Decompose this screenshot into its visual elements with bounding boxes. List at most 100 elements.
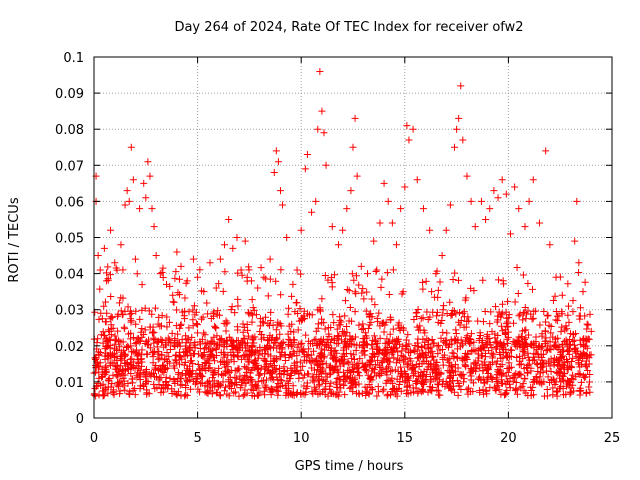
data-point	[158, 337, 166, 345]
data-point	[335, 388, 343, 396]
data-point	[220, 340, 228, 348]
data-point	[419, 205, 427, 213]
data-point	[185, 324, 193, 332]
data-point	[152, 373, 160, 381]
data-point	[174, 330, 182, 338]
data-point	[216, 255, 224, 263]
data-point	[502, 190, 510, 198]
data-point	[535, 342, 543, 350]
data-point	[360, 295, 368, 303]
data-point	[119, 311, 127, 319]
data-point	[428, 387, 436, 395]
data-point	[129, 333, 137, 341]
data-point	[477, 197, 485, 205]
data-point	[198, 372, 206, 380]
data-point	[166, 282, 174, 290]
data-point	[132, 320, 140, 328]
data-point	[547, 367, 555, 375]
data-point	[261, 363, 269, 371]
data-point	[152, 362, 160, 370]
data-point	[359, 320, 367, 328]
data-point	[293, 343, 301, 351]
data-point	[489, 350, 497, 358]
data-point	[530, 307, 538, 315]
data-point	[312, 327, 320, 335]
data-point	[477, 352, 485, 360]
data-point	[341, 312, 349, 320]
data-point	[437, 370, 445, 378]
data-point	[420, 381, 428, 389]
data-point	[248, 366, 256, 374]
data-point	[542, 347, 550, 355]
data-point	[201, 340, 209, 348]
data-point	[333, 325, 341, 333]
data-point	[231, 309, 239, 317]
data-point	[181, 348, 189, 356]
data-point	[115, 382, 123, 390]
data-point	[211, 322, 219, 330]
data-point	[289, 391, 297, 399]
data-point	[250, 392, 258, 400]
data-point	[171, 274, 179, 282]
data-point	[371, 336, 379, 344]
data-point	[378, 275, 386, 283]
data-point	[134, 335, 142, 343]
data-point	[371, 301, 379, 309]
data-point	[192, 320, 200, 328]
data-point	[194, 321, 202, 329]
data-point	[168, 329, 176, 337]
data-point	[434, 350, 442, 358]
data-point	[394, 355, 402, 363]
data-point	[522, 326, 530, 334]
data-point	[542, 318, 550, 326]
data-point	[519, 271, 527, 279]
data-point	[404, 360, 412, 368]
data-point	[260, 319, 268, 327]
data-point	[291, 361, 299, 369]
data-point	[549, 333, 557, 341]
data-point	[112, 264, 120, 272]
data-point	[329, 311, 337, 319]
data-point	[299, 374, 307, 382]
data-point	[95, 315, 103, 323]
data-point	[401, 183, 409, 191]
data-point	[126, 335, 134, 343]
data-point	[511, 387, 519, 395]
data-point	[103, 309, 111, 317]
data-point	[198, 379, 206, 387]
data-point	[148, 205, 156, 213]
data-point	[109, 324, 117, 332]
data-point	[408, 366, 416, 374]
data-point	[495, 276, 503, 284]
data-point	[493, 357, 501, 365]
data-point	[170, 388, 178, 396]
data-point	[360, 334, 368, 342]
data-point	[290, 349, 298, 357]
data-point	[184, 336, 192, 344]
data-point	[418, 386, 426, 394]
data-point	[479, 318, 487, 326]
data-point	[145, 336, 153, 344]
data-point	[488, 375, 496, 383]
data-point	[123, 342, 131, 350]
data-point	[240, 335, 248, 343]
data-point	[419, 278, 427, 286]
data-point	[121, 386, 129, 394]
data-point	[388, 219, 396, 227]
data-point	[515, 205, 523, 213]
data-point	[204, 365, 212, 373]
data-point	[542, 334, 550, 342]
data-point	[382, 368, 390, 376]
data-point	[101, 345, 109, 353]
data-point	[442, 378, 450, 386]
data-point	[166, 359, 174, 367]
data-point	[97, 309, 105, 317]
data-point	[114, 361, 122, 369]
data-point	[165, 336, 173, 344]
data-point	[346, 384, 354, 392]
data-point	[260, 334, 268, 342]
data-point	[163, 349, 171, 357]
data-point	[92, 362, 100, 370]
data-point	[327, 274, 335, 282]
data-point	[227, 306, 235, 314]
